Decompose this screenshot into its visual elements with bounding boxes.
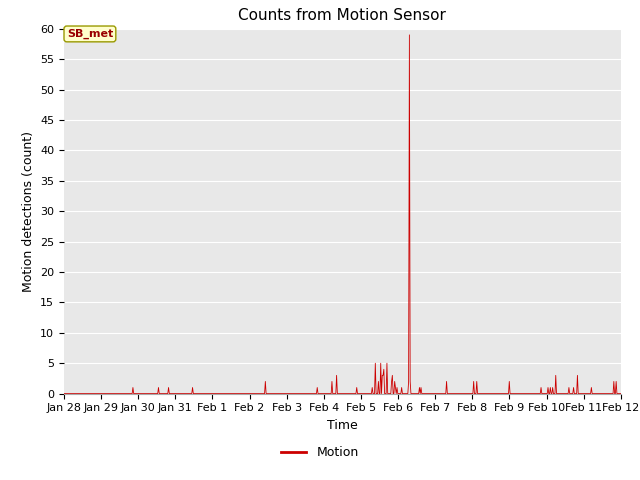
Legend: Motion: Motion: [276, 441, 364, 464]
Y-axis label: Motion detections (count): Motion detections (count): [22, 131, 35, 292]
Title: Counts from Motion Sensor: Counts from Motion Sensor: [239, 9, 446, 24]
X-axis label: Time: Time: [327, 419, 358, 432]
Text: SB_met: SB_met: [67, 29, 113, 39]
